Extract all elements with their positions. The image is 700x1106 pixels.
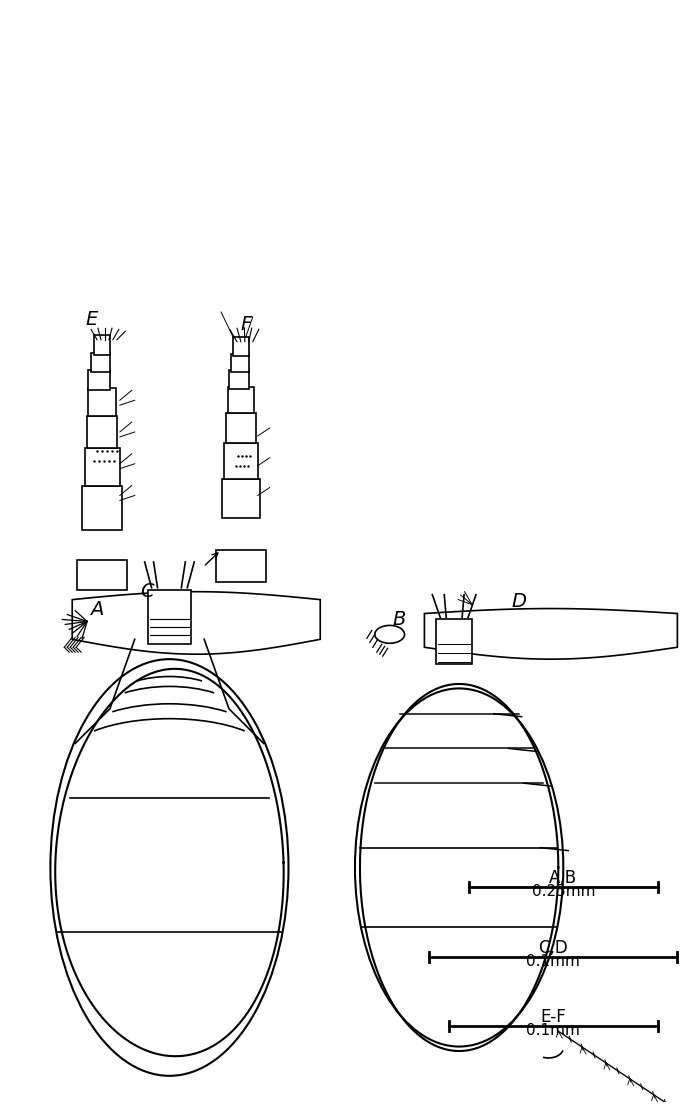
FancyBboxPatch shape bbox=[222, 479, 260, 519]
FancyBboxPatch shape bbox=[82, 486, 122, 530]
FancyBboxPatch shape bbox=[91, 353, 110, 373]
FancyBboxPatch shape bbox=[216, 550, 266, 582]
FancyBboxPatch shape bbox=[436, 619, 472, 664]
Polygon shape bbox=[72, 592, 320, 654]
FancyBboxPatch shape bbox=[229, 371, 248, 389]
FancyBboxPatch shape bbox=[148, 589, 191, 645]
FancyBboxPatch shape bbox=[226, 414, 255, 442]
Text: 0.25mm: 0.25mm bbox=[531, 884, 595, 899]
Text: F: F bbox=[240, 315, 251, 334]
FancyBboxPatch shape bbox=[224, 442, 258, 479]
Polygon shape bbox=[424, 608, 678, 659]
Text: D: D bbox=[511, 592, 526, 611]
FancyBboxPatch shape bbox=[88, 388, 116, 416]
FancyBboxPatch shape bbox=[85, 448, 120, 486]
FancyBboxPatch shape bbox=[94, 335, 110, 355]
Text: C: C bbox=[140, 582, 153, 601]
FancyBboxPatch shape bbox=[77, 560, 127, 589]
Text: 0.1mm: 0.1mm bbox=[526, 953, 580, 969]
Text: B: B bbox=[393, 609, 406, 628]
FancyBboxPatch shape bbox=[231, 354, 248, 373]
Text: A,B: A,B bbox=[550, 869, 578, 887]
Text: A: A bbox=[90, 599, 104, 618]
FancyBboxPatch shape bbox=[87, 416, 117, 448]
FancyBboxPatch shape bbox=[233, 336, 248, 356]
FancyBboxPatch shape bbox=[88, 371, 110, 390]
Ellipse shape bbox=[50, 659, 288, 1076]
Ellipse shape bbox=[355, 688, 564, 1046]
Text: E-F: E-F bbox=[540, 1009, 566, 1026]
FancyBboxPatch shape bbox=[228, 387, 254, 414]
Ellipse shape bbox=[374, 625, 405, 644]
Text: E: E bbox=[86, 310, 98, 328]
Text: C,D: C,D bbox=[538, 939, 568, 957]
Text: 0.1mm: 0.1mm bbox=[526, 1023, 580, 1039]
